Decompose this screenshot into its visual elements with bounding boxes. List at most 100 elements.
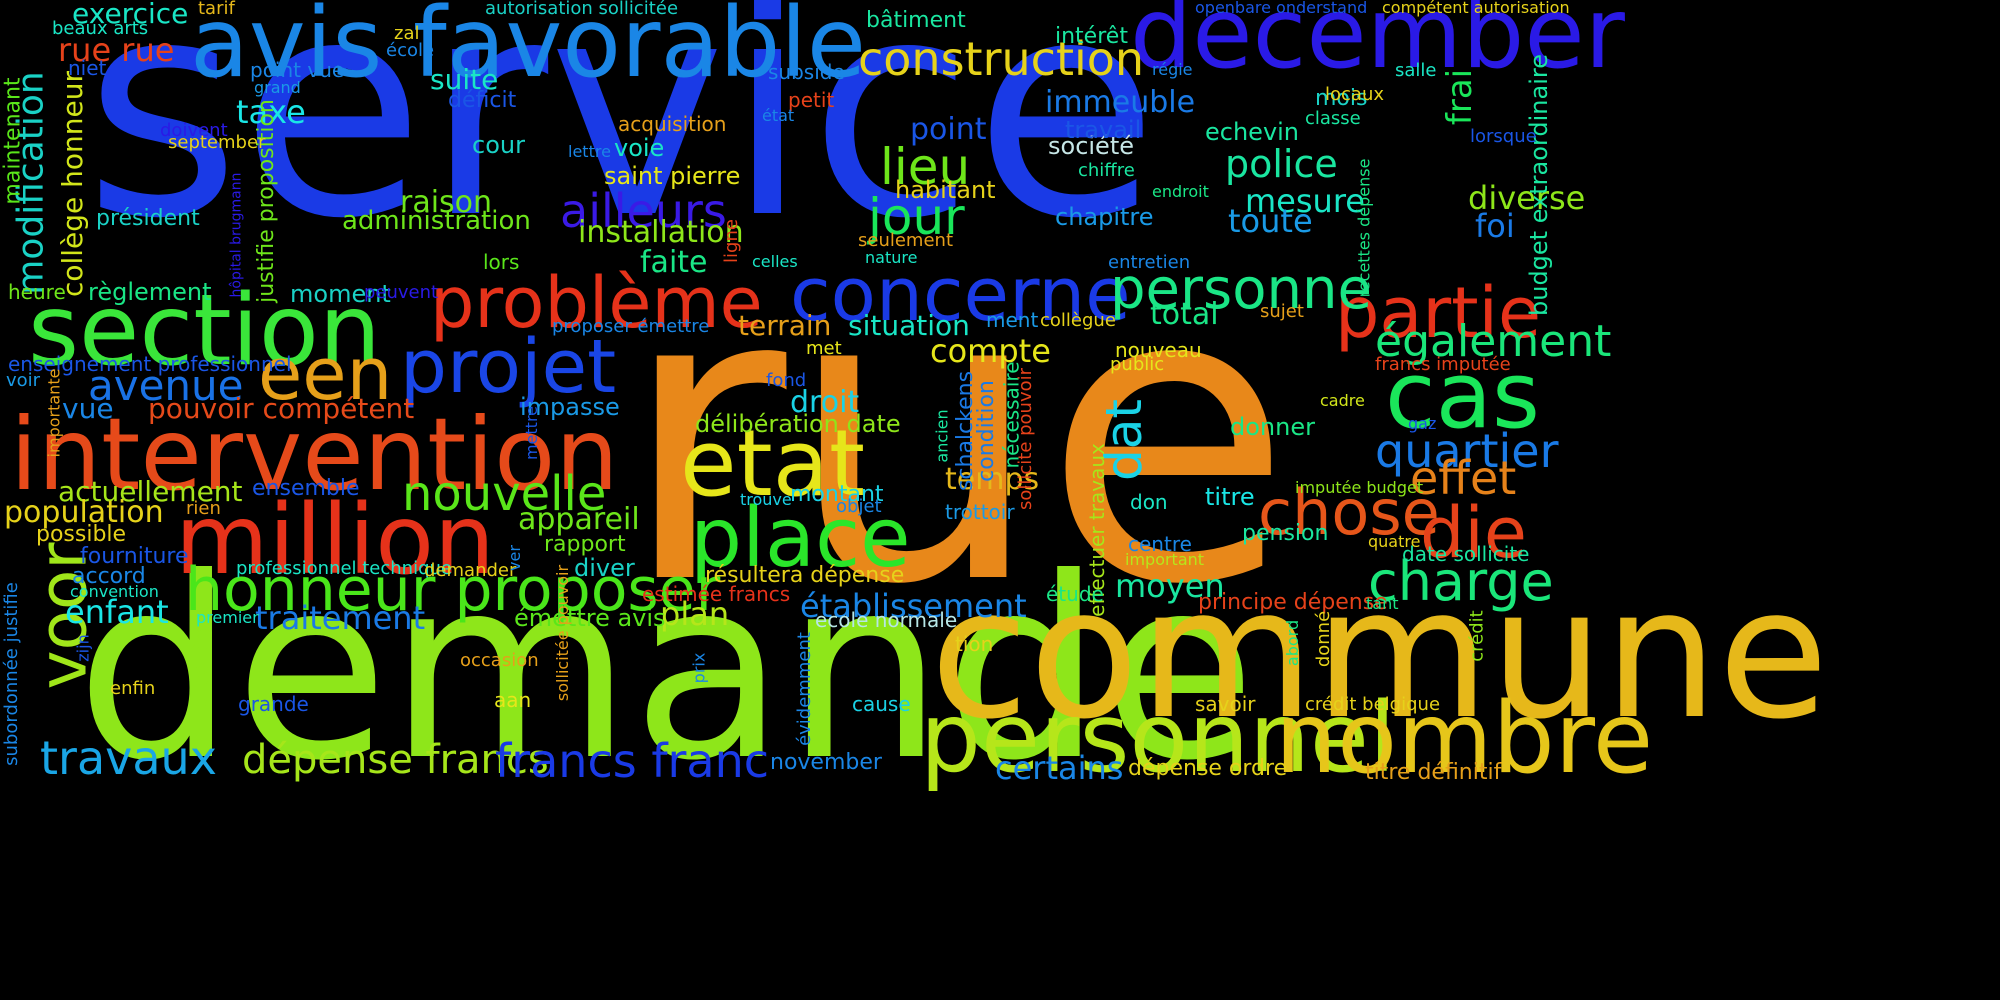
- word-personne: personne: [1110, 257, 1372, 322]
- word-justifie-proposition: justifie proposition: [253, 99, 279, 303]
- word-een: een: [258, 332, 393, 416]
- word-frai: frai: [1440, 68, 1481, 126]
- word-donner: donner: [1230, 413, 1315, 441]
- word-grand: grand: [254, 78, 301, 97]
- word-salle: salle: [1395, 60, 1437, 81]
- word-die: die: [1420, 492, 1527, 574]
- word-rue: rue: [620, 201, 1293, 673]
- word-ligne: ligne: [720, 219, 742, 263]
- word-moment: moment: [290, 280, 391, 308]
- word-december: december: [1130, 0, 1625, 91]
- word-lieu: lieu: [880, 138, 971, 196]
- word-titre: titre: [1205, 483, 1255, 511]
- word-etablissement: établissement: [800, 587, 1027, 625]
- word-travail: travail: [1065, 116, 1142, 144]
- word-echevin: echevin: [1205, 118, 1300, 146]
- word-million: million: [175, 484, 495, 596]
- word-quartier: quartier: [1375, 424, 1559, 478]
- word-november: november: [770, 750, 882, 775]
- word-plan: plan: [660, 595, 730, 633]
- word-gaz: gaz: [1408, 414, 1437, 433]
- word-accord: accord: [72, 564, 146, 589]
- word-cause: cause: [852, 692, 911, 716]
- word-condition: condition: [973, 380, 999, 482]
- word-nombre: nombre: [1275, 682, 1654, 796]
- word-avenue: avenue: [88, 361, 244, 410]
- word-suite: suite: [430, 63, 499, 96]
- word-prix: prix: [689, 652, 709, 684]
- word-estimee-francs: estimée francs: [642, 582, 791, 606]
- word-demander: demander: [424, 560, 517, 581]
- word-ancien: ancien: [932, 409, 952, 463]
- word-importante: importante: [44, 368, 64, 458]
- word-trottoir: trottoir: [945, 500, 1015, 524]
- word-batiment: bâtiment: [866, 8, 966, 33]
- word-immeuble: immeuble: [1045, 85, 1196, 120]
- word-honneur-proposer: honneur proposer: [185, 555, 721, 625]
- word-egalement: également: [1375, 316, 1612, 367]
- word-hopital-brugmann: hôpital brugmann: [228, 172, 245, 298]
- word-appareil: appareil: [518, 502, 640, 537]
- word-fourniture: fourniture: [80, 544, 189, 569]
- word-enfant: enfant: [65, 593, 169, 631]
- word-personnel: personnel: [920, 682, 1396, 794]
- word-habitant: habitant: [895, 176, 996, 204]
- word-endroit: endroit: [1152, 182, 1209, 201]
- word-competent-autorisation: compétent autorisation: [1382, 0, 1570, 17]
- word-chose: chose: [1258, 476, 1440, 549]
- word-actuellement: actuellement: [58, 475, 243, 508]
- word-enfin: enfin: [110, 678, 156, 699]
- word-place: place: [690, 491, 911, 586]
- word-commune: commune: [930, 550, 1829, 759]
- word-tion: tion: [955, 632, 994, 656]
- word-objet: objet: [836, 496, 882, 517]
- word-ailleurs: ailleurs: [560, 184, 727, 238]
- word-public: public: [1110, 354, 1165, 375]
- word-maintenant: maintenant: [0, 77, 26, 205]
- word-sujet: sujet: [1260, 301, 1304, 322]
- word-beaux-arts: beaux arts: [52, 18, 149, 39]
- word-emettre-avis: émettre avis: [514, 604, 666, 632]
- word-avis-favorable: avis favorable: [190, 0, 866, 99]
- word-september: september: [168, 132, 266, 153]
- word-temps: temps: [945, 462, 1040, 497]
- word-openbare-onderstand: openbare onderstand: [1195, 0, 1368, 17]
- word-certains: certains: [995, 749, 1124, 787]
- word-mettre: mettre: [522, 405, 542, 461]
- word-police: police: [1225, 142, 1338, 186]
- word-fond: fond: [766, 370, 807, 391]
- word-intervention: intervention: [10, 396, 619, 513]
- word-nature: nature: [865, 248, 918, 267]
- word-diver: diver: [574, 554, 635, 582]
- word-aan: aan: [494, 688, 532, 712]
- word-budget-extraordinaire: budget extraordinaire: [1524, 54, 1553, 316]
- word-nouvelle: nouvelle: [402, 466, 607, 522]
- word-mesure: mesure: [1245, 182, 1365, 220]
- word-partie: partie: [1335, 272, 1542, 354]
- word-diverse: diverse: [1468, 179, 1586, 217]
- word-depense-francs: dépense francs: [242, 737, 549, 783]
- word-lorsque: lorsque: [1470, 126, 1537, 147]
- word-traitement: traitement: [255, 599, 426, 637]
- word-imputee-budget: imputée budget: [1295, 478, 1424, 497]
- word-grande: grande: [238, 692, 309, 716]
- word-etat-small: état: [762, 106, 795, 125]
- word-president: président: [96, 206, 200, 231]
- word-cour: cour: [472, 131, 525, 159]
- word-chapitre: chapitre: [1055, 203, 1154, 231]
- word-tarif: tarif: [198, 0, 235, 19]
- word-nouveau: nouveau: [1115, 338, 1202, 362]
- word-resultera-depense: résultera dépense: [705, 563, 905, 588]
- word-don: don: [1130, 490, 1168, 514]
- word-taxe: taxe: [236, 93, 306, 131]
- word-collegue: collègue: [1040, 310, 1116, 331]
- word-celles: celles: [752, 252, 798, 271]
- word-lors: lors: [483, 250, 520, 274]
- word-quatre: quatre: [1368, 532, 1421, 551]
- word-vue: vue: [62, 392, 114, 425]
- word-faite: faite: [640, 245, 708, 280]
- word-installation: installation: [578, 215, 744, 250]
- word-cas: cas: [1385, 342, 1540, 449]
- word-chiffre: chiffre: [1078, 160, 1135, 181]
